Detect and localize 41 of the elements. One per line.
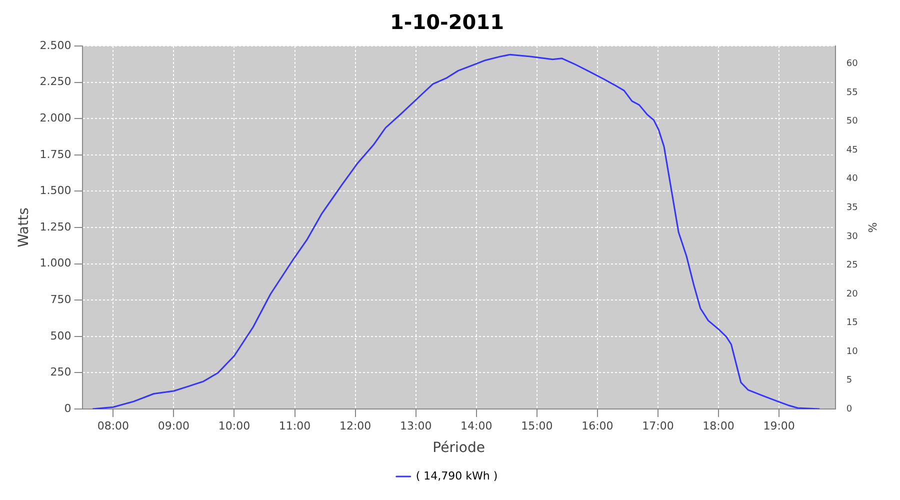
x-tick-label: 15:00 (521, 419, 553, 432)
x-tick-label: 18:00 (702, 419, 734, 432)
x-tick-label: 11:00 (278, 419, 311, 432)
y-tick-label: 2.250 (40, 75, 72, 88)
y2-tick-label: 50 (846, 116, 858, 127)
y2-tick-label: 15 (846, 318, 858, 328)
y-tick-label: 500 (50, 329, 72, 342)
y2-tick-label: 25 (846, 260, 858, 271)
y2-axis-title: % (866, 222, 879, 233)
y2-tick-label: 30 (846, 232, 858, 242)
y2-tick-label: 55 (846, 88, 858, 98)
y2-tick-label: 45 (846, 145, 858, 156)
y2-tick-label: 60 (846, 59, 858, 70)
x-tick-label: 09:00 (158, 419, 190, 432)
x-tick-label: 08:00 (97, 419, 130, 432)
y-tick-label: 1.750 (40, 148, 72, 161)
x-axis-title: Période (432, 440, 485, 456)
y2-tick-label: 35 (846, 202, 858, 213)
x-tick-label: 16:00 (582, 419, 614, 432)
y2-tick-label: 10 (846, 346, 858, 357)
y-tick-label: 1.250 (40, 220, 72, 234)
legend-label: ( 14,790 kWh ) (416, 469, 498, 482)
x-tick-label: 17:00 (642, 419, 674, 432)
x-tick-label: 12:00 (339, 419, 372, 432)
chart-title: 1-10-2011 (390, 10, 504, 34)
y2-tick-label: 40 (846, 174, 858, 184)
y-axis-title: Watts (16, 208, 32, 248)
y-tick-label: 1.000 (40, 256, 72, 270)
y2-tick-label: 20 (846, 289, 858, 300)
y2-tick-label: 0 (846, 404, 852, 414)
y-tick-label: 2.500 (40, 38, 72, 52)
x-tick-label: 14:00 (460, 419, 492, 432)
x-tick-label: 10:00 (218, 419, 250, 432)
x-tick-label: 19:00 (763, 419, 795, 432)
y2-tick-label: 5 (846, 376, 852, 386)
y-tick-label: 250 (50, 366, 72, 379)
y-tick-label: 750 (50, 292, 72, 306)
x-tick-label: 13:00 (400, 419, 432, 432)
y-tick-label: 2.000 (40, 111, 72, 124)
y-tick-label: 1.500 (40, 184, 72, 198)
y-tick-label: 0 (64, 402, 72, 415)
